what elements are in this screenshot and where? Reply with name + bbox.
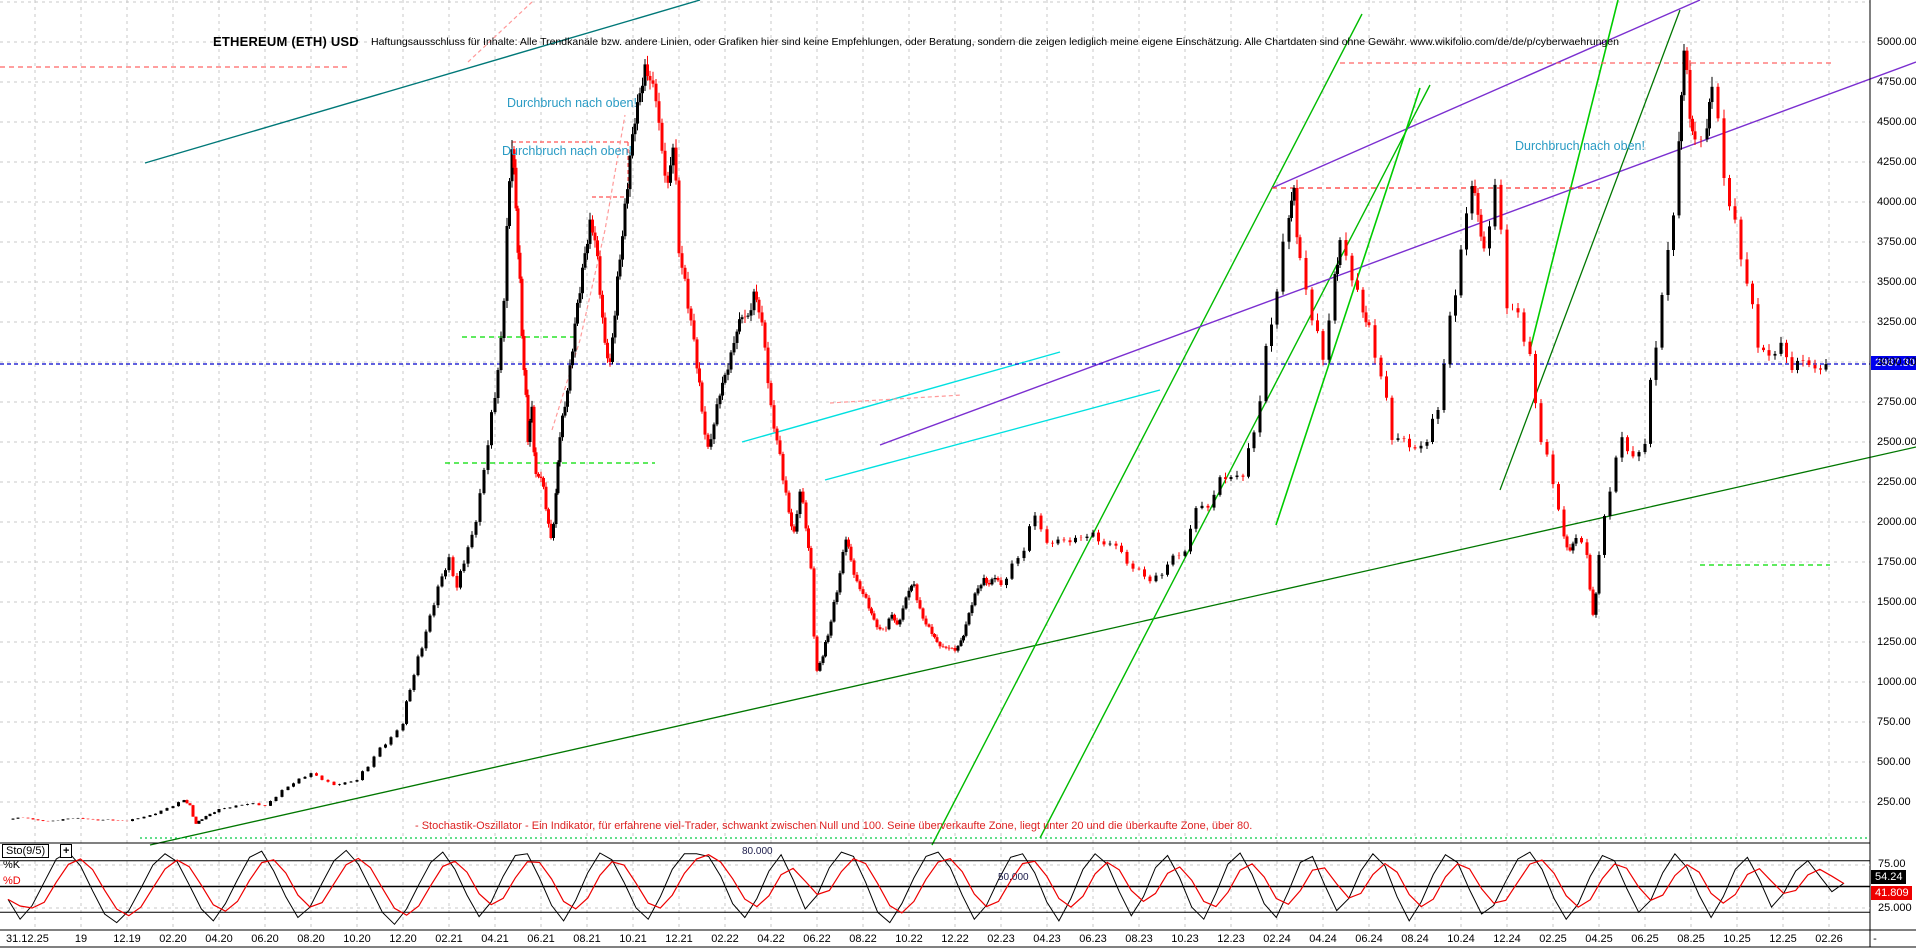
date-axis-label: 10.24 xyxy=(1447,933,1475,945)
date-axis-label: 31.12.25 xyxy=(6,933,49,945)
date-axis-label: 19 xyxy=(74,933,88,945)
long-support-darkgreen xyxy=(149,446,1916,846)
pink-mid-dashed xyxy=(829,394,963,404)
purple-upper xyxy=(1271,0,1701,189)
date-axis-label: 06.25 xyxy=(1631,933,1659,945)
price-axis-label: 2250.00 xyxy=(1877,476,1916,488)
stochastic-note: - Stochastik-Oszillator - Ein Indikator,… xyxy=(415,820,1253,832)
cyan-support-1 xyxy=(741,351,1061,443)
steep-darkgreen-right xyxy=(1499,9,1681,491)
date-axis-label: 10.22 xyxy=(895,933,923,945)
price-axis-label: 1500.00 xyxy=(1877,596,1916,608)
price-axis-label: 4750.00 xyxy=(1877,76,1916,88)
stoch-d-label: %D xyxy=(3,875,21,887)
date-axis-label: 04.20 xyxy=(205,933,233,945)
disclaimer-text: Haftungsausschluss für Inhalte: Alle Tre… xyxy=(371,36,1619,48)
steep-green-mid-2 xyxy=(1039,84,1431,839)
date-axis-label: 12.23 xyxy=(1217,933,1245,945)
date-axis-label: 06.24 xyxy=(1355,933,1383,945)
stoch-d-value-badge: 41.809 xyxy=(1871,886,1912,900)
stoch-k-line xyxy=(7,849,1845,926)
date-axis-label: 06.21 xyxy=(527,933,555,945)
price-axis-label: 250.00 xyxy=(1877,796,1911,808)
price-axis-label: 4500.00 xyxy=(1877,116,1916,128)
price-axis-label: 2000.00 xyxy=(1877,516,1916,528)
date-axis-label: 02.25 xyxy=(1539,933,1567,945)
date-axis-label: 08.20 xyxy=(297,933,325,945)
steep-green-mid xyxy=(931,13,1363,846)
price-axis-label: 750.00 xyxy=(1877,716,1911,728)
price-axis-label: 1250.00 xyxy=(1877,636,1916,648)
date-axis-label: 04.21 xyxy=(481,933,509,945)
date-axis-label: 04.24 xyxy=(1309,933,1337,945)
date-axis-label: 08.24 xyxy=(1401,933,1429,945)
stoch-level-25-label: 25.000 xyxy=(1878,902,1912,914)
date-axis-label: 10.20 xyxy=(343,933,371,945)
stochastic-indicator-button[interactable]: Sto(9/5) xyxy=(2,844,50,858)
date-axis-label: 12.25 xyxy=(1769,933,1797,945)
date-axis-label: 12.19 xyxy=(113,933,141,945)
price-axis-label: 3250.00 xyxy=(1877,316,1916,328)
price-axis-label: 1000.00 xyxy=(1877,676,1916,688)
pink-diag-dashed xyxy=(467,1,533,63)
purple-channel xyxy=(879,61,1916,446)
steep-green-right-2 xyxy=(1529,0,1619,351)
date-axis-label: 10.25 xyxy=(1723,933,1751,945)
stoch-inline-level-80: 80.000 xyxy=(742,846,773,857)
date-axis-label: 04.22 xyxy=(757,933,785,945)
date-axis-label: 02.23 xyxy=(987,933,1015,945)
price-axis-label: 4000.00 xyxy=(1877,196,1916,208)
date-axis-label: 10.23 xyxy=(1171,933,1199,945)
stoch-k-value-badge: 54.24 xyxy=(1871,870,1906,884)
date-axis-label: 12.24 xyxy=(1493,933,1521,945)
date-axis-label: 02.22 xyxy=(711,933,739,945)
date-axis-label: 08.25 xyxy=(1677,933,1705,945)
price-axis-label: 5000.00 xyxy=(1877,36,1916,48)
price-axis-label: 3750.00 xyxy=(1877,236,1916,248)
date-axis-label: 06.23 xyxy=(1079,933,1107,945)
date-axis-label: 12.21 xyxy=(665,933,693,945)
teal-resistance xyxy=(144,0,701,164)
price-axis-label: 3000.00 xyxy=(1877,356,1916,368)
steep-green-right xyxy=(1275,87,1421,526)
cyan-support-2 xyxy=(824,389,1161,481)
date-axis-label: 06.22 xyxy=(803,933,831,945)
price-axis-label: 500.00 xyxy=(1877,756,1911,768)
price-axis-label: 2500.00 xyxy=(1877,436,1916,448)
price-axis-label: 3500.00 xyxy=(1877,276,1916,288)
date-axis-label: 06.20 xyxy=(251,933,279,945)
date-axis-label: 10.21 xyxy=(619,933,647,945)
date-axis-label: 12.22 xyxy=(941,933,969,945)
indicator-add-button[interactable]: + xyxy=(60,844,73,858)
stoch-level-75-label: 75.00 xyxy=(1878,858,1906,870)
current-price-badge: 2987.30 xyxy=(1871,356,1916,370)
breakout-annotation-2: Durchbruch nach oben! xyxy=(502,144,632,158)
date-axis-label: 08.22 xyxy=(849,933,877,945)
price-axis-label: 1750.00 xyxy=(1877,556,1916,568)
date-axis-label: 04.23 xyxy=(1033,933,1061,945)
date-axis-label: 02.24 xyxy=(1263,933,1291,945)
date-axis-label: 02.20 xyxy=(159,933,187,945)
date-axis-label: 02.26 xyxy=(1815,933,1843,945)
date-axis-label: 08.21 xyxy=(573,933,601,945)
breakout-annotation-1: Durchbruch nach oben! xyxy=(507,96,637,110)
breakout-annotation-3: Durchbruch nach oben! xyxy=(1515,139,1645,153)
pink-curve-dashed xyxy=(551,114,626,431)
date-axis-label: - xyxy=(1873,933,1877,945)
stoch-d-line xyxy=(7,854,1845,917)
stoch-k-label: %K xyxy=(3,859,21,871)
date-axis-label: 08.23 xyxy=(1125,933,1153,945)
stoch-inline-level-50: 50.000 xyxy=(998,872,1029,883)
chart-title: ETHEREUM (ETH) USD xyxy=(213,34,359,49)
date-axis-label: 04.25 xyxy=(1585,933,1613,945)
price-axis-label: 2750.00 xyxy=(1877,396,1916,408)
price-axis-label: 4250.00 xyxy=(1877,156,1916,168)
date-axis-label: 12.20 xyxy=(389,933,417,945)
date-axis-label: 02.21 xyxy=(435,933,463,945)
